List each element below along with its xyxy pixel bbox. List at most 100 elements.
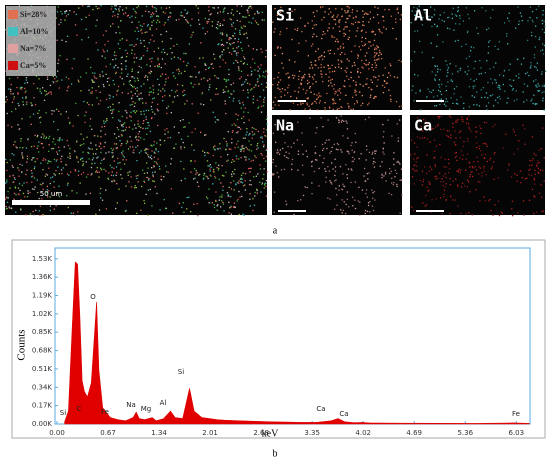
- map-pixel: [249, 205, 251, 207]
- map-pixel: [134, 53, 136, 55]
- map-pixel: [428, 15, 430, 18]
- map-pixel: [480, 96, 483, 99]
- map-pixel: [334, 180, 336, 182]
- map-pixel: [486, 28, 488, 31]
- map-pixel: [244, 189, 246, 191]
- map-pixel: [10, 90, 12, 92]
- map-pixel: [20, 209, 22, 211]
- map-pixel: [348, 107, 350, 109]
- map-pixel: [340, 209, 342, 211]
- map-pixel: [219, 55, 222, 57]
- map-pixel: [112, 96, 114, 98]
- map-pixel: [36, 136, 38, 138]
- map-pixel: [232, 100, 234, 102]
- map-pixel: [244, 33, 246, 35]
- map-pixel: [117, 89, 119, 91]
- map-pixel: [351, 142, 353, 144]
- map-pixel: [226, 42, 228, 44]
- map-pixel: [516, 98, 518, 101]
- map-pixel: [40, 116, 42, 118]
- map-pixel: [157, 15, 160, 18]
- map-pixel: [534, 183, 536, 185]
- map-pixel: [260, 191, 262, 193]
- map-pixel: [23, 182, 25, 184]
- map-pixel: [414, 164, 416, 166]
- map-pixel: [198, 72, 200, 74]
- map-pixel: [164, 207, 167, 210]
- map-pixel: [237, 126, 239, 128]
- map-pixel: [131, 103, 133, 106]
- map-pixel: [242, 145, 244, 147]
- map-pixel: [308, 75, 311, 78]
- map-pixel: [416, 7, 418, 9]
- map-pixel: [429, 141, 431, 143]
- map-pixel: [21, 152, 23, 154]
- map-pixel: [120, 168, 122, 170]
- map-pixel: [370, 94, 372, 96]
- map-pixel: [239, 29, 241, 32]
- map-pixel: [157, 59, 159, 61]
- map-pixel: [424, 166, 426, 168]
- map-pixel: [523, 214, 525, 216]
- map-pixel: [331, 78, 333, 80]
- map-pixel: [487, 81, 489, 84]
- map-pixel: [345, 203, 347, 206]
- map-pixel: [17, 187, 20, 189]
- map-pixel: [232, 47, 234, 50]
- map-pixel: [145, 75, 147, 77]
- map-pixel: [186, 20, 188, 22]
- map-pixel: [241, 178, 243, 180]
- map-pixel: [82, 163, 85, 165]
- map-pixel: [78, 81, 80, 83]
- map-pixel: [21, 164, 23, 166]
- map-pixel: [147, 167, 149, 169]
- map-pixel: [263, 173, 265, 176]
- map-pixel: [331, 85, 333, 87]
- map-pixel: [186, 64, 188, 67]
- map-pixel: [293, 142, 295, 144]
- map-pixel: [221, 196, 223, 198]
- map-pixel: [45, 136, 48, 138]
- map-pixel: [284, 94, 286, 96]
- map-pixel: [122, 155, 124, 157]
- map-pixel: [250, 160, 252, 162]
- map-pixel: [447, 69, 449, 71]
- map-pixel: [91, 173, 93, 175]
- map-pixel: [339, 98, 341, 101]
- map-pixel: [214, 177, 217, 179]
- map-pixel: [249, 198, 251, 200]
- map-pixel: [150, 155, 152, 157]
- map-pixel: [210, 63, 212, 65]
- map-pixel: [135, 12, 137, 14]
- map-pixel: [499, 98, 501, 100]
- map-pixel: [534, 173, 536, 175]
- map-pixel: [96, 171, 99, 173]
- map-pixel: [159, 168, 161, 170]
- map-pixel: [379, 31, 381, 33]
- map-pixel: [222, 89, 225, 91]
- map-pixel: [531, 19, 533, 21]
- map-pixel: [373, 16, 375, 19]
- map-pixel: [249, 5, 251, 8]
- map-pixel: [369, 201, 371, 203]
- map-pixel: [355, 81, 357, 83]
- map-pixel: [42, 188, 44, 190]
- map-pixel: [88, 152, 90, 154]
- map-pixel: [153, 141, 156, 143]
- map-pixel: [162, 48, 165, 51]
- map-pixel: [485, 10, 487, 12]
- map-pixel: [91, 148, 93, 150]
- map-pixel: [111, 109, 113, 111]
- map-pixel: [315, 132, 317, 134]
- map-pixel: [444, 173, 447, 175]
- map-pixel: [151, 15, 153, 17]
- map-pixel: [392, 183, 395, 186]
- map-pixel: [416, 158, 418, 160]
- map-pixel: [278, 72, 280, 74]
- map-pixel: [484, 200, 486, 202]
- map-pixel: [104, 133, 107, 135]
- map-pixel: [324, 107, 326, 109]
- map-pixel: [541, 85, 543, 87]
- map-pixel: [448, 168, 451, 170]
- map-pixel: [494, 45, 496, 47]
